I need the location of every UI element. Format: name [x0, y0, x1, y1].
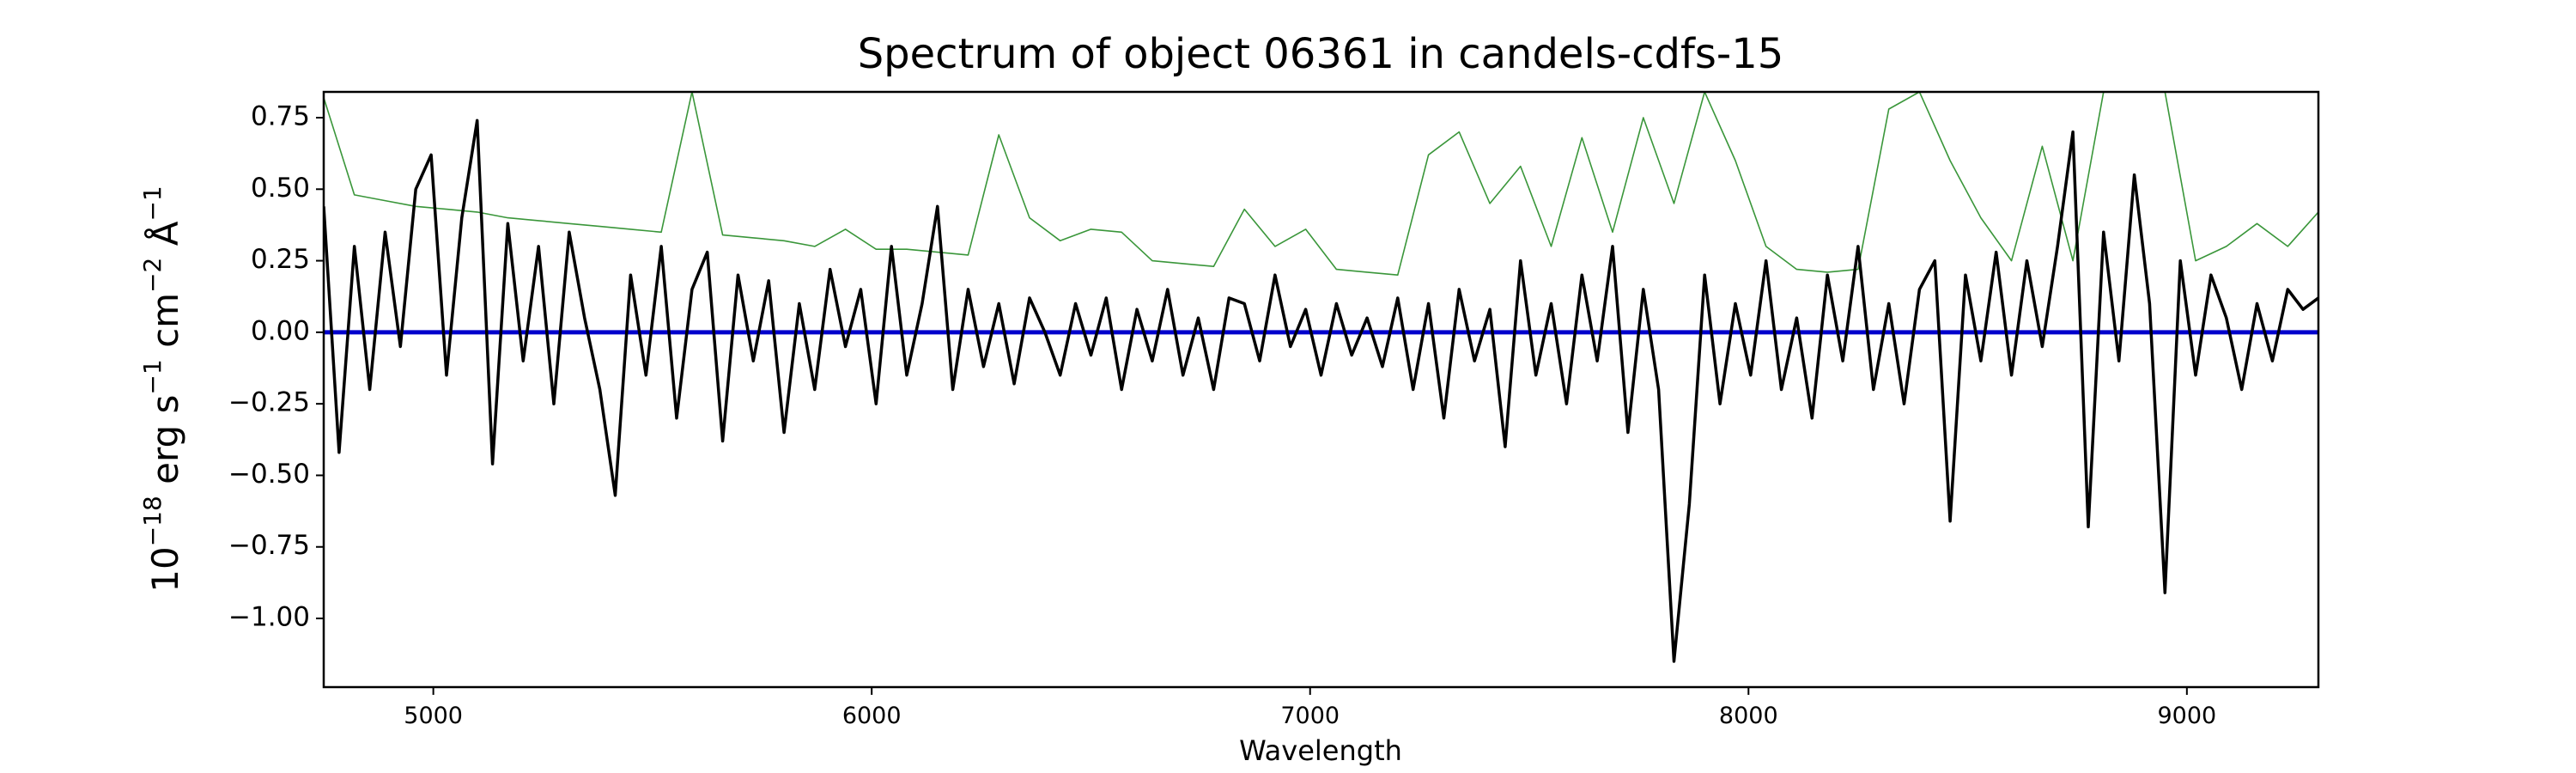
x-tick-label: 7000 [1280, 703, 1340, 729]
y-tick-label: −0.75 [228, 530, 310, 561]
y-axis-label-sup: −18 [138, 496, 167, 546]
y-tick-label: 0.75 [251, 100, 310, 131]
y-axis-label-text: erg s [144, 395, 186, 496]
y-tick-label: −0.50 [228, 459, 310, 490]
y-axis-label-sup: −1 [138, 186, 167, 221]
chart-title: Spectrum of object 06361 in candels-cdfs… [858, 30, 1784, 78]
y-tick-label: 0.25 [251, 244, 310, 275]
plot-lines [324, 92, 2318, 663]
x-tick-label: 6000 [842, 703, 902, 729]
x-tick-label: 5000 [404, 703, 463, 729]
y-tick-label: −0.25 [228, 387, 310, 418]
y-axis-label: 10−18 erg s−1 cm−2 Å−1 [138, 186, 186, 592]
y-tick-label: −1.00 [228, 602, 310, 633]
plot-frame [322, 90, 2320, 689]
y-axis-label-text: 10 [144, 546, 186, 592]
x-tick-label: 8000 [1719, 703, 1778, 729]
y-axis-label-text: cm [144, 293, 186, 359]
x-tick-label: 9000 [2157, 703, 2216, 729]
y-tick-label: 0.50 [251, 173, 310, 204]
x-axis-label: Wavelength [1239, 734, 1402, 767]
y-axis-label-sup: −2 [138, 258, 167, 293]
y-axis-label-text: Å [143, 221, 186, 257]
y-tick-label: 0.00 [251, 315, 310, 346]
y-axis-label-sup: −1 [138, 359, 167, 394]
series-line [324, 92, 2318, 277]
series-line [324, 119, 2318, 663]
